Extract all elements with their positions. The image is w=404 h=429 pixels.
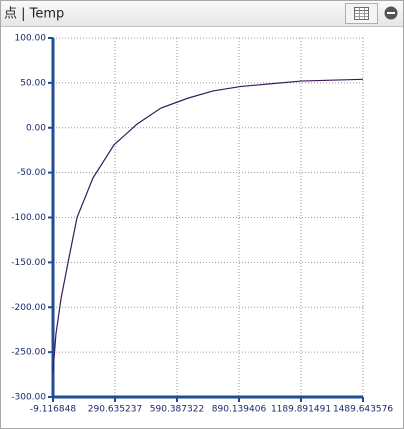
x-tick-label: 1189.891491 (271, 405, 331, 415)
y-tick-label: -250.00 (11, 348, 46, 358)
y-tick-label: -150.00 (11, 258, 46, 268)
y-tick-label: 50.00 (20, 78, 46, 88)
y-tick-label: -300.00 (11, 393, 46, 403)
y-tick-label: 0.00 (26, 123, 46, 133)
table-button[interactable] (345, 3, 378, 24)
minimize-button[interactable] (384, 6, 398, 20)
x-tick-label: 1489.643576 (333, 405, 393, 415)
data-line (52, 78, 364, 372)
x-tick-label: -9.116848 (30, 405, 76, 415)
x-tick-label: 290.635237 (88, 405, 142, 415)
y-tick-label: 100.00 (15, 34, 47, 44)
y-tick-label: -50.00 (17, 168, 46, 178)
x-tick-label: 890.139406 (212, 405, 267, 415)
y-tick-label: -200.00 (11, 303, 46, 313)
y-tick-label: -100.00 (11, 213, 46, 223)
header-bar (1, 1, 403, 26)
chart-title: 点 | Temp (4, 7, 64, 22)
x-tick-label: 590.387322 (150, 405, 204, 415)
